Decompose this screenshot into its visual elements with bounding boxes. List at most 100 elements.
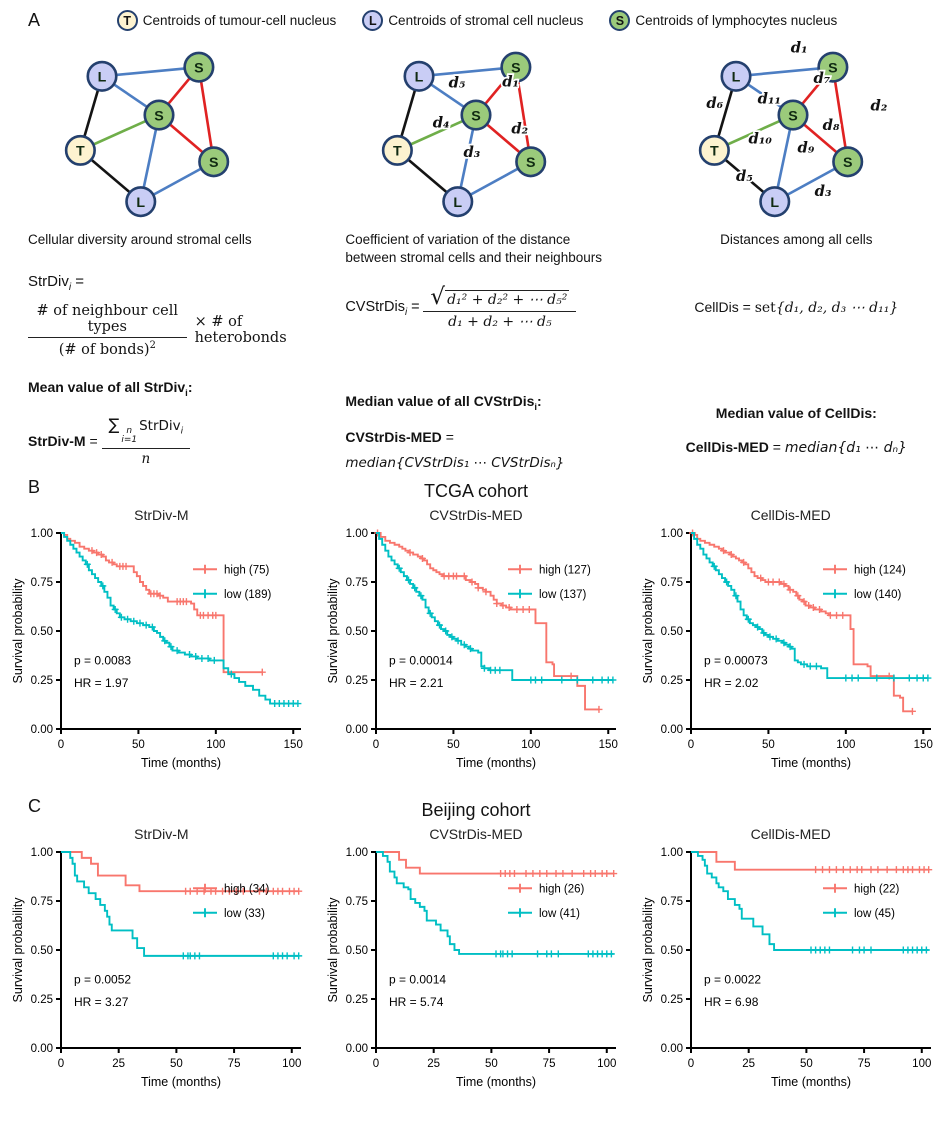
censor-mark — [607, 950, 615, 958]
censor-mark — [513, 605, 521, 613]
km-chart-svg: 0.00 0.25 0.50 0.75 1.00 0 50 100 150 Time (month… — [641, 528, 933, 770]
network-diagram-svg: L S S T S Ld₁ d₇ d₆ d₁₁ d₂ d₈ d₁₀ d₉ d₅ d₃ — [699, 38, 890, 218]
p-value-label: p = 0.0014 — [389, 972, 446, 986]
y-tick-label: 1.00 — [31, 847, 53, 859]
censor-mark — [913, 674, 921, 682]
legend-marker-high — [822, 883, 847, 893]
y-tick-label: 0.00 — [660, 1043, 682, 1055]
legend-marker-low — [507, 589, 532, 599]
censor-mark — [118, 613, 126, 621]
distance-label: d₈ — [823, 117, 840, 134]
legend-series-label: low (41) — [539, 908, 580, 920]
x-tick-label: 150 — [599, 739, 618, 751]
censor-mark — [538, 676, 546, 684]
strdiv-description: Cellular diversity around stromal cells — [28, 232, 252, 247]
km-curve-low — [61, 851, 300, 957]
censor-mark — [204, 654, 212, 662]
network-edge — [197, 66, 215, 162]
censor-mark — [460, 641, 468, 649]
panel-c-header: C Beijing cohort — [0, 790, 952, 824]
censor-mark — [848, 674, 856, 682]
censor-mark — [559, 870, 567, 878]
censor-mark — [411, 584, 419, 592]
panel-a: A T Centroids of tumour-cell nucleus L C… — [0, 0, 952, 471]
censor-mark — [435, 621, 443, 629]
network-node — [777, 99, 809, 131]
x-tick-label: 100 — [207, 739, 226, 751]
km-curve-low — [690, 532, 928, 679]
legend-series-label: high (26) — [539, 883, 585, 895]
censor-mark — [839, 866, 847, 874]
censor-mark — [510, 870, 518, 878]
censor-mark — [753, 623, 761, 631]
p-value-label: p = 0.00073 — [704, 653, 768, 667]
y-tick-label: 0.50 — [31, 945, 53, 957]
x-tick-label: 50 — [485, 1058, 498, 1070]
y-tick-label: 0.25 — [346, 675, 368, 687]
censor-mark — [499, 602, 507, 610]
censor-mark — [832, 611, 840, 619]
censor-mark — [780, 639, 788, 647]
censor-mark — [889, 674, 897, 682]
censor-mark — [295, 887, 303, 895]
y-axis-label: Survival probability — [641, 897, 655, 1003]
censor-mark — [603, 870, 611, 878]
censor-mark — [496, 666, 504, 674]
censor-mark — [460, 572, 468, 580]
censor-mark — [240, 887, 248, 895]
network-node — [124, 186, 156, 218]
km-curve-high — [375, 851, 614, 875]
y-tick-label: 0.75 — [31, 896, 53, 908]
legend-label: Centroids of lymphocytes nucleus — [635, 13, 838, 28]
legend-marker-low — [193, 908, 218, 918]
censor-mark — [769, 578, 777, 586]
censor-mark — [860, 946, 868, 954]
legend-item-tumour: T Centroids of tumour-cell nucleus — [116, 10, 336, 31]
x-tick-label: 50 — [800, 1058, 813, 1070]
x-tick-label: 0 — [373, 739, 379, 751]
censor-mark — [812, 662, 820, 670]
y-tick-label: 0.50 — [346, 626, 368, 638]
panel-c-title: Beijing cohort — [421, 800, 531, 820]
km-curve-low — [690, 851, 929, 951]
censor-mark — [800, 660, 808, 668]
celldis-formula: CellDis = set{d₁, d₂, d₃ ⋯ d₁₁} — [694, 299, 899, 316]
legend-marker-high — [193, 883, 218, 893]
y-tick-label: 0.75 — [660, 577, 682, 589]
censor-mark — [818, 866, 826, 874]
tcga-charts-row: StrDiv-M 0.00 0.25 0.50 0.75 1.00 0 50 100 150 Ti… — [0, 505, 952, 790]
censor-mark — [598, 676, 606, 684]
cvstrdis-column: Coefficient of variation of the distance… — [317, 229, 634, 471]
censor-mark — [279, 887, 287, 895]
censor-mark — [256, 887, 264, 895]
censor-mark — [710, 562, 718, 570]
y-tick-label: 0.25 — [660, 675, 682, 687]
censor-mark — [552, 870, 560, 878]
network-node — [832, 146, 864, 178]
network-node — [143, 99, 175, 131]
censor-mark — [610, 870, 618, 878]
network-node — [720, 60, 752, 92]
censor-mark — [609, 676, 617, 684]
panel-a-header: A T Centroids of tumour-cell nucleus L C… — [0, 0, 952, 31]
censor-mark — [872, 674, 880, 682]
censor-mark — [124, 615, 132, 623]
network-diagram-svg: L S S T S L — [64, 51, 229, 218]
censor-mark — [187, 887, 195, 895]
network-node-letter: T — [710, 144, 719, 160]
censor-mark — [418, 554, 426, 562]
y-tick-label: 0.75 — [660, 896, 682, 908]
x-tick-label: 150 — [913, 739, 932, 751]
network-node — [699, 134, 731, 166]
censor-mark — [591, 870, 599, 878]
y-tick-label: 1.00 — [31, 528, 53, 540]
panel-b: B TCGA cohort StrDiv-M 0.00 0.25 0.50 0.75 1… — [0, 471, 952, 790]
network-edge — [831, 66, 850, 162]
censor-mark — [804, 602, 812, 610]
y-tick-label: 0.25 — [660, 994, 682, 1006]
x-tick-label: 0 — [687, 739, 693, 751]
censor-mark — [815, 605, 823, 613]
censor-mark — [848, 946, 856, 954]
chart-title: CellDis-MED — [750, 826, 831, 842]
